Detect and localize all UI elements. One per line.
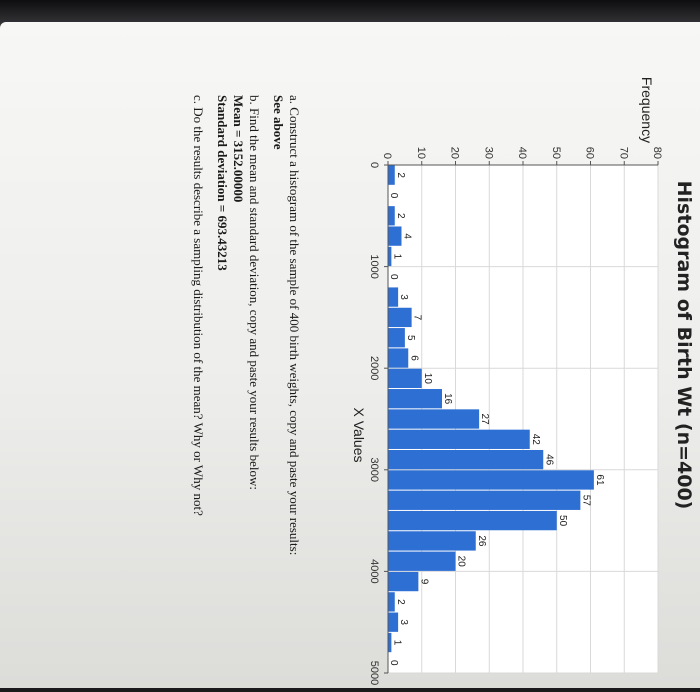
bar-value-label: 46 — [543, 454, 554, 466]
x-tick-label: 1000 — [368, 254, 380, 278]
x-tick-label: 2000 — [368, 356, 380, 380]
x-axis-label: X Values — [351, 408, 367, 463]
histogram-bar — [388, 287, 399, 307]
question-a: a. Construct a histogram of the sample o… — [287, 95, 302, 556]
y-tick-label: 30 — [482, 147, 494, 159]
bar-value-label: 1 — [391, 254, 402, 260]
y-tick-label: 20 — [449, 147, 461, 159]
histogram-bar — [388, 510, 557, 531]
bar-value-label: 7 — [412, 315, 423, 321]
x-tick-label: 0 — [368, 162, 380, 168]
y-tick-label: 0 — [381, 153, 393, 159]
bar-value-label: 9 — [418, 579, 429, 585]
bar-value-label: 2 — [395, 172, 406, 178]
x-tick-label: 4000 — [368, 559, 380, 583]
answer-b-mean: Mean = 3152.00000 — [231, 95, 246, 203]
chart-title: Histogram of Birth Wt (n=400) — [673, 181, 695, 510]
histogram-bar — [388, 551, 456, 571]
histogram-bar — [388, 409, 480, 429]
answer-a: See above — [271, 95, 286, 150]
bar-value-label: 10 — [422, 373, 433, 385]
bar-value-label: 26 — [476, 535, 487, 547]
bar-value-label: 50 — [557, 515, 568, 527]
histogram-bar — [388, 612, 399, 632]
histogram-bar — [388, 531, 476, 551]
bar-value-label: 3 — [398, 619, 409, 625]
question-b: b. Find the mean and standard deviation,… — [247, 95, 262, 490]
bar-value-label: 0 — [388, 193, 399, 199]
y-axis-label: Frequency — [639, 77, 655, 143]
histogram-bar — [388, 307, 412, 328]
bar-value-label: 4 — [402, 233, 413, 239]
histogram-bars — [388, 165, 594, 653]
bar-value-label: 61 — [594, 474, 605, 486]
bar-value-label: 1 — [391, 640, 402, 646]
y-tick-label: 70 — [617, 147, 629, 159]
x-tick-label: 5000 — [368, 661, 380, 685]
histogram-bar — [388, 389, 442, 409]
histogram-bar — [388, 490, 581, 510]
histogram-bar — [388, 348, 409, 368]
y-tick-label: 60 — [584, 147, 596, 159]
histogram-bar — [388, 571, 419, 592]
histogram-bar — [388, 206, 395, 226]
answer-b-sd: Standard deviation = 693.43213 — [215, 95, 230, 271]
histogram-bar — [388, 632, 392, 653]
bar-value-label: 0 — [388, 274, 399, 280]
bar-value-label: 2 — [395, 213, 406, 219]
bar-value-label: 57 — [580, 495, 591, 507]
question-c: c. Do the results describe a sampling di… — [191, 95, 206, 516]
histogram-bar — [388, 368, 422, 389]
histogram-bar — [388, 592, 395, 612]
bar-value-label: 5 — [405, 335, 416, 341]
bar-value-label: 2 — [395, 599, 406, 605]
y-tick-label: 40 — [516, 147, 528, 159]
bar-value-label: 3 — [398, 294, 409, 300]
histogram-bar — [388, 429, 530, 449]
bar-value-label: 42 — [530, 434, 541, 446]
histogram-bar — [388, 449, 544, 470]
bar-value-label: 0 — [388, 660, 399, 666]
bar-value-label: 20 — [456, 556, 467, 568]
y-tick-label: 10 — [415, 147, 427, 159]
histogram-bar — [388, 165, 395, 185]
histogram-bar — [388, 246, 392, 267]
x-tick-label: 3000 — [368, 458, 380, 482]
y-tick-label: 50 — [550, 147, 562, 159]
histogram-bar — [388, 226, 402, 246]
rotated-page-content: Histogram of Birth Wt (n=400) Frequency … — [0, 15, 700, 685]
histogram-bar — [388, 328, 405, 348]
y-tick-label: 80 — [651, 147, 663, 159]
bar-value-label: 27 — [479, 413, 490, 425]
bar-value-label: 6 — [408, 355, 419, 361]
histogram-chart: Histogram of Birth Wt (n=400) Frequency … — [351, 77, 695, 685]
histogram-bar — [388, 470, 594, 490]
bar-value-label: 16 — [442, 393, 453, 405]
